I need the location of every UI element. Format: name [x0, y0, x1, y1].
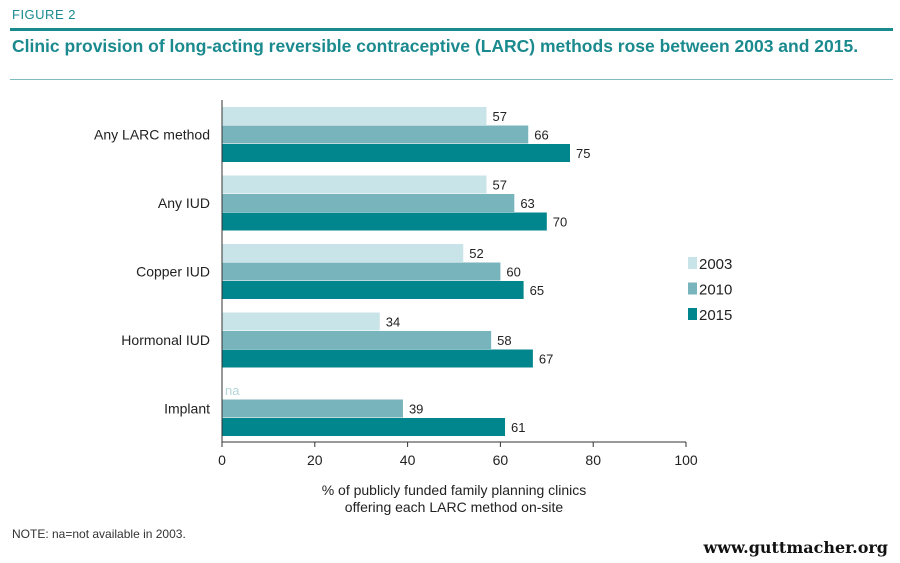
- bar-2003: [222, 175, 487, 194]
- data-label-2015: 61: [511, 420, 525, 435]
- data-label-2003: 52: [469, 246, 483, 261]
- data-label-2015: 70: [553, 215, 567, 230]
- category-label: Hormonal IUD: [121, 332, 210, 348]
- bar-2010: [222, 262, 501, 281]
- data-label-2010: 60: [506, 265, 520, 280]
- bar-2015: [222, 212, 547, 231]
- data-label-2003: 34: [386, 315, 400, 330]
- figure-label: FIGURE 2: [12, 7, 76, 22]
- data-label-2003: 57: [492, 178, 506, 193]
- bar-2003: [222, 244, 464, 262]
- bar-2010: [222, 125, 529, 144]
- data-label-2010: 58: [497, 333, 511, 348]
- bar-2015: [222, 418, 506, 436]
- bar-2010: [222, 331, 492, 349]
- website-credit[interactable]: www.guttmacher.org: [703, 538, 888, 557]
- bar-2015: [222, 144, 570, 162]
- data-label-2015: 67: [539, 352, 553, 367]
- legend-label-2003: 2003: [699, 256, 732, 273]
- x-axis-label-line1: % of publicly funded family planning cli…: [321, 482, 587, 498]
- x-tick-label: 80: [585, 452, 601, 468]
- category-label: Any LARC method: [94, 127, 210, 143]
- bar-2015: [222, 281, 524, 299]
- category-label: Any IUD: [158, 195, 210, 211]
- x-tick-label: 100: [674, 452, 698, 468]
- x-axis-label: % of publicly funded family planning cli…: [222, 482, 686, 516]
- chart-title: Clinic provision of long-acting reversib…: [12, 36, 859, 56]
- category-label: Implant: [164, 401, 210, 417]
- data-label-2010: 39: [409, 402, 423, 417]
- x-tick-label: 40: [400, 452, 416, 468]
- x-tick-label: 20: [307, 452, 323, 468]
- x-tick-label: 60: [493, 452, 509, 468]
- bar-2010: [222, 194, 515, 212]
- title-rule: [10, 79, 893, 80]
- legend-swatch-2003: [688, 257, 697, 269]
- footnote: NOTE: na=not available in 2003.: [12, 527, 186, 541]
- data-label-2010: 66: [534, 128, 548, 143]
- data-label-2015: 75: [576, 146, 590, 161]
- bar-2010: [222, 399, 403, 418]
- legend-swatch-2010: [688, 282, 697, 295]
- data-label-2015: 65: [530, 283, 544, 298]
- x-tick-label: 0: [218, 452, 226, 468]
- x-axis-label-line2: offering each LARC method on-site: [344, 499, 564, 515]
- legend-label-2010: 2010: [699, 282, 732, 299]
- bar-2015: [222, 349, 533, 368]
- data-label-2003: na: [225, 383, 240, 398]
- data-label-2003: 57: [492, 109, 506, 124]
- category-label: Copper IUD: [136, 264, 210, 280]
- bar-2003: [222, 312, 380, 331]
- top-rule: [10, 28, 893, 31]
- data-label-2010: 63: [520, 196, 534, 211]
- legend-swatch-2015: [688, 308, 697, 320]
- legend-label-2015: 2015: [699, 307, 732, 324]
- bar-2003: [222, 107, 487, 125]
